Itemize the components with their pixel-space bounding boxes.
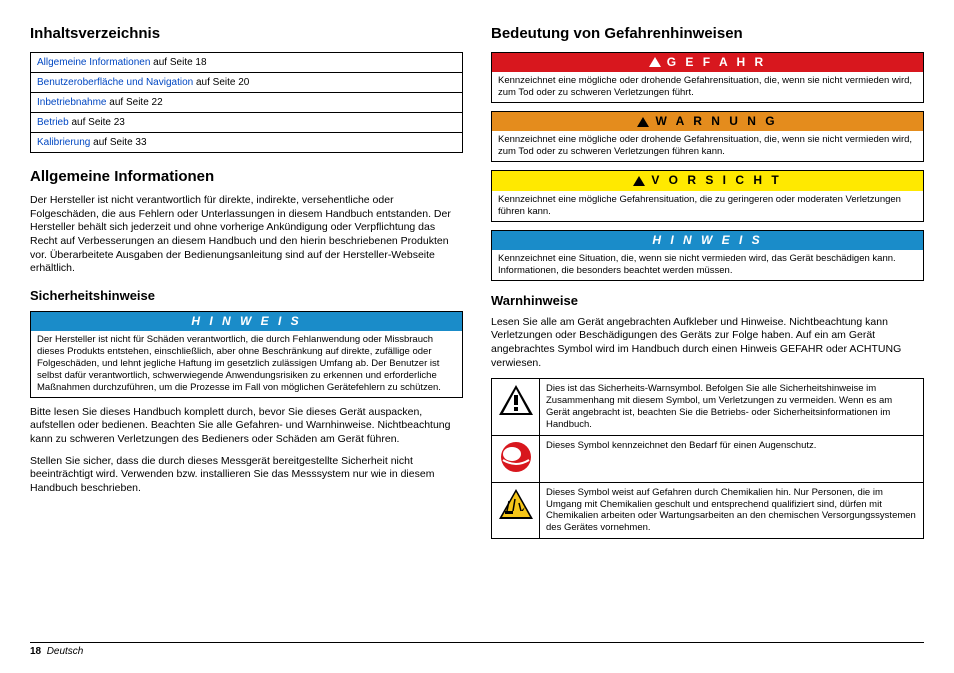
caution-header: V O R S I C H T	[492, 171, 923, 191]
toc-row: Kalibrierung auf Seite 33	[31, 132, 463, 152]
symbol-text: Dieses Symbol kennzeichnet den Bedarf fü…	[540, 435, 924, 482]
warning-body: Kennzeichnet eine mögliche oder drohende…	[492, 131, 923, 161]
toc-suffix: auf Seite 20	[193, 77, 249, 88]
section-heading: Allgemeine Informationen	[30, 167, 463, 187]
toc-link[interactable]: Kalibrierung	[37, 137, 90, 148]
table-row: Dieses Symbol kennzeichnet den Bedarf fü…	[492, 435, 924, 482]
symbol-table: Dies ist das Sicherheits-Warnsymbol. Bef…	[491, 378, 924, 539]
toc-heading: Inhaltsverzeichnis	[30, 24, 463, 44]
subsection-heading: Sicherheitshinweise	[30, 288, 463, 305]
warning-triangle-icon	[633, 176, 645, 186]
eye-protection-icon	[497, 440, 535, 474]
toc-row: Allgemeine Informationen auf Seite 18	[31, 52, 463, 72]
symbol-cell	[492, 435, 540, 482]
table-row: Dieses Symbol weist auf Gefahren durch C…	[492, 482, 924, 539]
toc-suffix: auf Seite 33	[90, 137, 146, 148]
symbol-text: Dieses Symbol weist auf Gefahren durch C…	[540, 482, 924, 539]
left-column: Inhaltsverzeichnis Allgemeine Informatio…	[30, 24, 463, 634]
notice-body: Kennzeichnet eine Situation, die, wenn s…	[492, 250, 923, 280]
warning-symbol-icon	[497, 383, 535, 417]
toc-row: Benutzeroberfläche und Navigation auf Se…	[31, 72, 463, 92]
page-footer: 18 Deutsch	[30, 642, 924, 658]
page-number: 18	[30, 646, 41, 657]
toc-link[interactable]: Betrieb	[37, 117, 69, 128]
danger-label: G E F A H R	[667, 55, 766, 71]
notice-box: H I N W E I S Der Hersteller ist nicht f…	[30, 311, 463, 398]
toc-suffix: auf Seite 22	[107, 97, 163, 108]
caution-label: V O R S I C H T	[651, 173, 781, 189]
notice-header: H I N W E I S	[31, 312, 462, 332]
notice-header: H I N W E I S	[492, 231, 923, 251]
toc-link[interactable]: Inbetriebnahme	[37, 97, 107, 108]
toc-suffix: auf Seite 18	[150, 57, 206, 68]
warning-triangle-icon	[649, 57, 661, 67]
toc-row: Inbetriebnahme auf Seite 22	[31, 92, 463, 112]
body-text: Lesen Sie alle am Gerät angebrachten Auf…	[491, 316, 924, 371]
page-language: Deutsch	[47, 646, 84, 657]
warning-header: W A R N U N G	[492, 112, 923, 132]
table-row: Dies ist das Sicherheits-Warnsymbol. Bef…	[492, 379, 924, 436]
danger-box: G E F A H R Kennzeichnet eine mögliche o…	[491, 52, 924, 103]
toc-link[interactable]: Allgemeine Informationen	[37, 57, 150, 68]
warning-triangle-icon	[637, 117, 649, 127]
symbol-cell	[492, 379, 540, 436]
subsection-heading: Warnhinweise	[491, 293, 924, 310]
notice-box: H I N W E I S Kennzeichnet eine Situatio…	[491, 230, 924, 281]
danger-body: Kennzeichnet eine mögliche oder drohende…	[492, 72, 923, 102]
danger-header: G E F A H R	[492, 53, 923, 73]
body-text: Stellen Sie sicher, dass die durch diese…	[30, 455, 463, 496]
body-text: Bitte lesen Sie dieses Handbuch komplett…	[30, 406, 463, 447]
toc-suffix: auf Seite 23	[69, 117, 125, 128]
toc-row: Betrieb auf Seite 23	[31, 112, 463, 132]
caution-body: Kennzeichnet eine mögliche Gefahrensitua…	[492, 191, 923, 221]
section-heading: Bedeutung von Gefahrenhinweisen	[491, 24, 924, 44]
right-column: Bedeutung von Gefahrenhinweisen G E F A …	[491, 24, 924, 634]
caution-box: V O R S I C H T Kennzeichnet eine möglic…	[491, 170, 924, 221]
chemical-hazard-icon	[497, 487, 535, 521]
notice-body: Der Hersteller ist nicht für Schäden ver…	[31, 331, 462, 396]
body-text: Der Hersteller ist nicht verantwortlich …	[30, 194, 463, 276]
toc-link[interactable]: Benutzeroberfläche und Navigation	[37, 77, 193, 88]
warning-box: W A R N U N G Kennzeichnet eine mögliche…	[491, 111, 924, 162]
warning-label: W A R N U N G	[655, 114, 777, 130]
toc-table: Allgemeine Informationen auf Seite 18 Be…	[30, 52, 463, 153]
symbol-text: Dies ist das Sicherheits-Warnsymbol. Bef…	[540, 379, 924, 436]
symbol-cell	[492, 482, 540, 539]
